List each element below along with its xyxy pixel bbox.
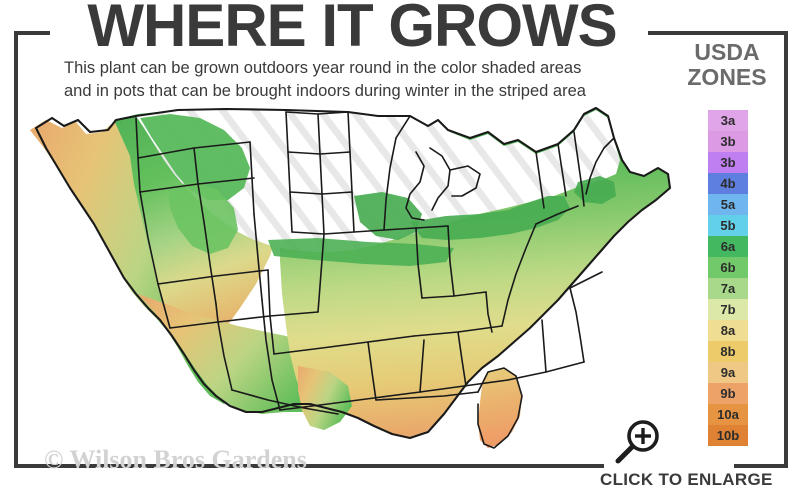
legend-swatch-3b-2: 3b	[708, 152, 748, 173]
frame-border-top-left	[14, 31, 50, 35]
legend-swatch-label: 9a	[720, 365, 736, 380]
legend-swatch-4b-3: 4b	[708, 173, 748, 194]
legend-swatch-8b-11: 8b	[708, 341, 748, 362]
legend-swatch-label: 5b	[720, 218, 736, 233]
usda-zone-legend: 3a 3b 3b 4b 5a 5b 6a 6b 7a 7b 8a 8b 9a 9b 10a 10b	[708, 110, 748, 446]
frame-border-top-right	[648, 31, 788, 35]
legend-swatch-label: 8b	[720, 344, 736, 359]
legend-swatch-label: 9b	[720, 386, 736, 401]
map-lobe-northeast-corridor	[410, 196, 570, 240]
magnifier-svg	[615, 420, 659, 464]
map-lobe-southern-new-england	[574, 176, 616, 204]
map-lobe-midwest	[268, 238, 454, 266]
legend-swatch-3b-1: 3b	[708, 131, 748, 152]
watermark: © Wilson Bros Gardens	[44, 445, 307, 474]
map-svg	[30, 106, 672, 449]
map-striped-region	[136, 109, 620, 252]
frame-border-left	[14, 31, 18, 468]
legend-swatch-6b-7: 6b	[708, 257, 748, 278]
legend-swatch-label: 3a	[720, 113, 736, 128]
legend-swatch-label: 7a	[720, 281, 736, 296]
map-state-outlines	[34, 106, 672, 449]
legend-swatch-label: 8a	[720, 323, 736, 338]
legend-swatch-5a-4: 5a	[708, 194, 748, 215]
legend-swatch-9a-12: 9a	[708, 362, 748, 383]
legend-swatch-label: 7b	[720, 302, 736, 317]
legend-swatch-9b-13: 9b	[708, 383, 748, 404]
legend-swatch-label: 3b	[720, 134, 736, 149]
legend-swatch-8a-10: 8a	[708, 320, 748, 341]
legend-swatch-5b-5: 5b	[708, 215, 748, 236]
legend-heading-line-1: USDA	[694, 39, 760, 65]
legend-swatch-label: 5a	[720, 197, 736, 212]
usda-hardiness-zone-map	[18, 104, 678, 454]
legend-swatch-label: 4b	[720, 176, 736, 191]
frame-border-right	[784, 31, 788, 468]
legend-swatch-label: 10b	[716, 428, 740, 443]
legend-swatch-3a-0: 3a	[708, 110, 748, 131]
legend-swatch-7b-9: 7b	[708, 299, 748, 320]
magnifier-plus-icon[interactable]	[612, 418, 664, 466]
legend-swatch-label: 6a	[720, 239, 736, 254]
frame-border-bottom	[14, 464, 604, 468]
frame-border-bottom-right	[734, 464, 788, 468]
subtitle-line-1: This plant can be grown outdoors year ro…	[64, 59, 582, 77]
map-stripe-fill	[136, 109, 620, 252]
map-band-southwest	[138, 294, 338, 414]
legend-swatch-label: 3b	[720, 155, 736, 170]
page-title: WHERE IT GROWS	[87, 0, 617, 59]
legend-swatch-10a-14: 10a	[708, 404, 748, 425]
legend-heading-line-2: ZONES	[687, 64, 767, 90]
map-region-florida	[478, 368, 522, 448]
legend-swatch-label: 6b	[720, 260, 736, 275]
subtitle-line-2: and in pots that can be brought indoors …	[64, 82, 586, 100]
legend-swatch-10b-15: 10b	[708, 425, 748, 446]
legend-swatch-6a-6: 6a	[708, 236, 748, 257]
legend-swatch-label: 10a	[717, 407, 739, 422]
legend-heading: USDA ZONES	[668, 40, 786, 90]
click-to-enlarge-label[interactable]: CLICK TO ENLARGE	[600, 470, 773, 489]
subtitle: This plant can be grown outdoors year ro…	[64, 57, 624, 103]
legend-swatch-7a-8: 7a	[708, 278, 748, 299]
